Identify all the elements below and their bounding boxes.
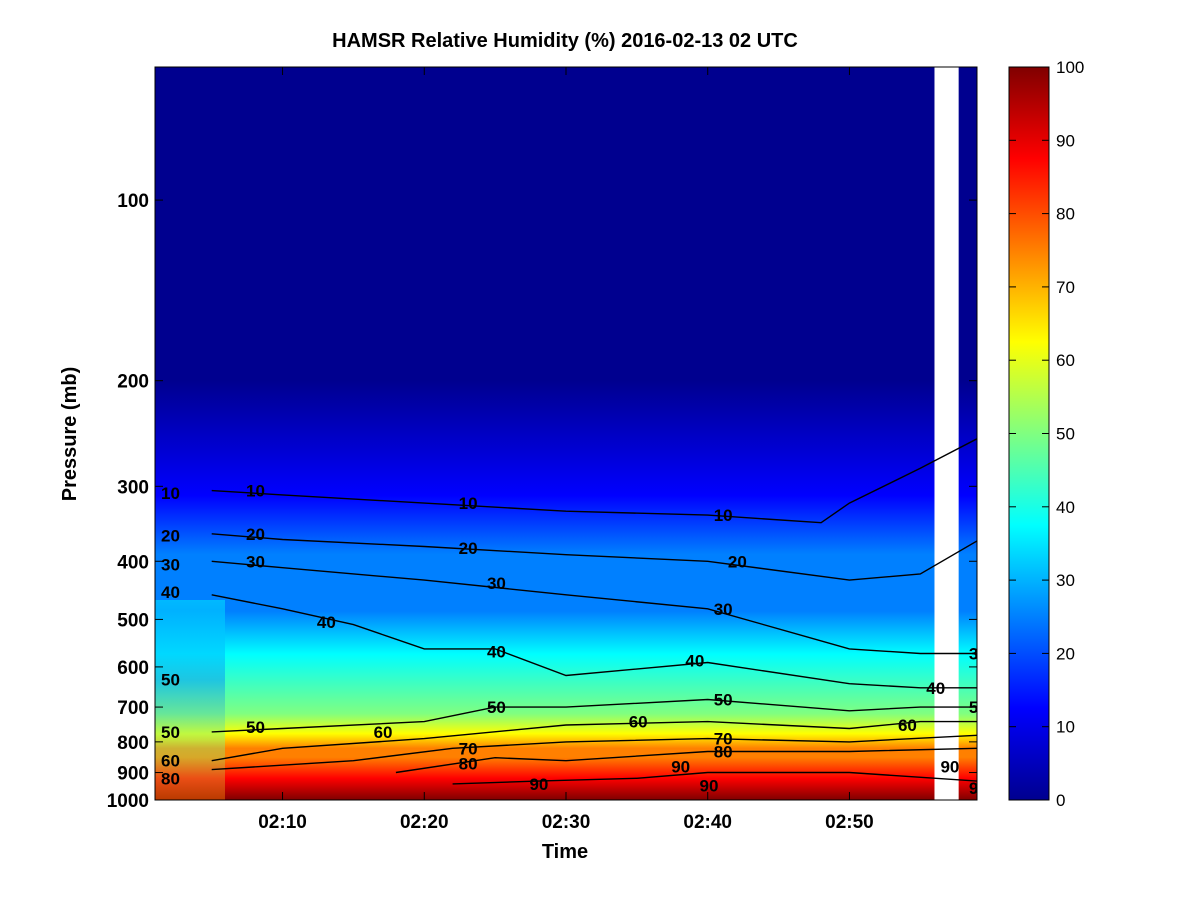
contour-label: 10 <box>714 506 733 525</box>
y-axis-label: Pressure (mb) <box>59 367 81 502</box>
colorbar-tick-label: 50 <box>1056 425 1075 444</box>
x-tick-label: 02:30 <box>542 812 591 833</box>
heatmap-field <box>155 67 977 800</box>
contour-label: 40 <box>317 613 336 632</box>
x-axis-label: Time <box>542 841 588 863</box>
contour-line-50 <box>211 698 977 733</box>
y-tick-label: 600 <box>117 658 149 679</box>
colorbar: 0 10 20 30 40 50 60 70 80 90 100 <box>1008 58 1084 810</box>
contour-label: 50 <box>246 718 265 737</box>
contour-label: 20 <box>459 539 478 558</box>
chart-title: HAMSR Relative Humidity (%) 2016-02-13 0… <box>332 30 798 52</box>
contour-label: 60 <box>898 716 917 735</box>
y-tick-label: 100 <box>117 191 149 212</box>
contour-label: 40 <box>161 583 180 602</box>
colorbar-tick-label: 80 <box>1056 205 1075 224</box>
y-tick-label: 200 <box>117 372 149 393</box>
heatmap-area: 10 10 10 10 10 20 20 20 20 30 30 30 30 30 40 40 40 40 40 50… <box>155 67 1002 800</box>
contour-label: 90 <box>671 758 690 777</box>
contour-label: 40 <box>685 651 704 670</box>
contour-label: 80 <box>161 769 180 788</box>
y-tick-label: 800 <box>117 733 149 754</box>
contour-label: 20 <box>246 525 265 544</box>
contour-label: 40 <box>487 642 506 661</box>
x-tick-label: 02:20 <box>400 812 449 833</box>
contour-label: 10 <box>459 494 478 513</box>
missing-data-band <box>934 67 959 800</box>
contour-label: 60 <box>374 723 393 742</box>
y-tick-label: 300 <box>117 477 149 498</box>
contour-label: 30 <box>246 552 265 571</box>
colorbar-tick-label: 30 <box>1056 571 1075 590</box>
colorbar-tick-label: 90 <box>1056 131 1075 150</box>
contour-label: 30 <box>487 574 506 593</box>
x-tick-label: 02:10 <box>258 812 307 833</box>
contour-line-90 <box>452 771 977 785</box>
contour-label: 60 <box>629 713 648 732</box>
y-tick-label: 500 <box>117 610 149 631</box>
contour-label: 50 <box>161 671 180 690</box>
contour-label: 10 <box>246 482 265 501</box>
colorbar-tick-label: 0 <box>1056 791 1065 810</box>
contour-line-80 <box>395 747 977 774</box>
contour-label: 90 <box>529 775 548 794</box>
contour-line-40 <box>211 594 977 689</box>
y-tick-label: 900 <box>117 764 149 785</box>
contour-label: 60 <box>161 752 180 771</box>
contour-label: 10 <box>983 445 1002 464</box>
contour-label: 30 <box>969 645 988 664</box>
colorbar-tick-label: 100 <box>1056 58 1084 77</box>
colorbar-tick-label: 60 <box>1056 351 1075 370</box>
contour-label: 90 <box>969 779 988 798</box>
contour-label: 90 <box>700 776 719 795</box>
contour-line-20 <box>211 533 977 581</box>
contour-label: 30 <box>714 600 733 619</box>
contour-label: 50 <box>714 691 733 710</box>
contour-label: 40 <box>926 679 945 698</box>
contour-line-10 <box>211 438 977 524</box>
colorbar-tick-label: 70 <box>1056 278 1075 297</box>
contour-label: 90 <box>940 758 959 777</box>
colorbar-tick-label: 40 <box>1056 498 1075 517</box>
contour-label: 50 <box>161 723 180 742</box>
colorbar-tick-label: 20 <box>1056 644 1075 663</box>
heatmap-field-left-variation <box>155 600 225 800</box>
contour-line-70 <box>211 734 977 771</box>
contour-line-30 <box>211 560 977 655</box>
y-tick-label: 700 <box>117 698 149 719</box>
y-tick-label: 400 <box>117 552 149 573</box>
contour-label: 20 <box>161 526 180 545</box>
contour-label: 80 <box>714 742 733 761</box>
x-tick-label: 02:40 <box>683 812 732 833</box>
y-tick-label: 1000 <box>107 791 149 812</box>
contour-label: 80 <box>983 733 1002 752</box>
colorbar-tick-label: 10 <box>1056 718 1075 737</box>
x-tick-label: 02:50 <box>825 812 874 833</box>
contour-label: 70 <box>714 730 733 749</box>
contour-label: 20 <box>728 552 747 571</box>
contour-label: 50 <box>487 698 506 717</box>
contour-line-60 <box>211 720 977 762</box>
contour-label: 30 <box>161 556 180 575</box>
contour-label: 10 <box>161 484 180 503</box>
contour-label: 80 <box>459 755 478 774</box>
contour-label: 70 <box>459 739 478 758</box>
